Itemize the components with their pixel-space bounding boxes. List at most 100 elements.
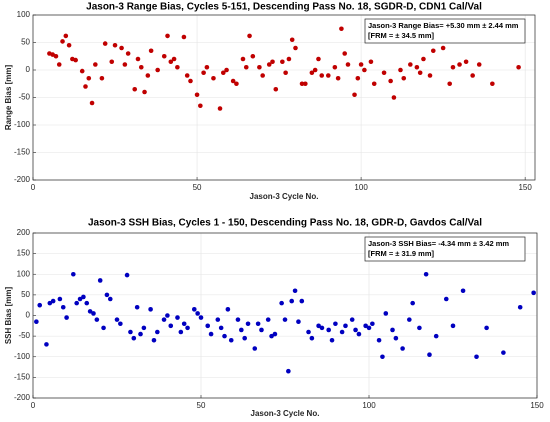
point xyxy=(195,311,200,316)
y-tick-label: -50 xyxy=(18,331,30,340)
point xyxy=(188,78,193,84)
point xyxy=(135,56,141,62)
point xyxy=(417,70,423,76)
point xyxy=(269,333,274,339)
point xyxy=(175,64,180,70)
point xyxy=(47,300,53,306)
chart-title: Jason-3 SSH Bias, Cycles 1 - 150, Descen… xyxy=(88,218,482,229)
point xyxy=(355,75,361,81)
point xyxy=(476,62,482,67)
y-tick-label: 50 xyxy=(21,38,30,47)
point xyxy=(63,33,69,39)
point xyxy=(417,325,422,331)
annotation: [FRM = ± 31.9 mm] xyxy=(368,249,435,258)
point xyxy=(391,95,397,100)
point xyxy=(383,311,389,316)
x-axis-label: Jason-3 Cycle No. xyxy=(251,409,320,418)
point xyxy=(84,300,90,306)
point xyxy=(279,300,284,306)
point xyxy=(161,317,167,322)
point xyxy=(208,331,214,337)
point xyxy=(370,321,375,327)
point xyxy=(381,70,387,76)
point xyxy=(325,73,331,78)
point xyxy=(64,315,69,320)
point xyxy=(270,59,275,65)
point xyxy=(247,33,252,39)
point xyxy=(443,296,449,302)
x-tick-label: 50 xyxy=(197,401,206,410)
point xyxy=(138,64,144,70)
point xyxy=(191,307,197,312)
point xyxy=(356,331,362,337)
point xyxy=(427,352,432,357)
point xyxy=(380,354,385,360)
point xyxy=(112,42,118,48)
point xyxy=(77,296,83,302)
point xyxy=(155,329,160,335)
point xyxy=(109,59,115,65)
point xyxy=(273,86,279,92)
y-tick-label: -100 xyxy=(14,352,31,361)
point xyxy=(501,350,506,355)
x-tick-label: 150 xyxy=(518,183,532,192)
point xyxy=(224,67,229,73)
point xyxy=(128,329,133,335)
point xyxy=(343,323,348,329)
point xyxy=(349,317,355,322)
point xyxy=(145,73,151,78)
point xyxy=(184,73,190,78)
point xyxy=(215,317,221,322)
point xyxy=(101,325,106,331)
point xyxy=(181,321,187,327)
y-tick-label: -50 xyxy=(18,93,30,102)
x-tick-label: 0 xyxy=(31,401,36,410)
point xyxy=(107,296,113,302)
point xyxy=(272,331,278,337)
y-tick-label: -200 xyxy=(14,393,31,402)
point xyxy=(450,64,456,70)
point xyxy=(81,294,86,300)
point xyxy=(93,62,98,67)
point xyxy=(87,309,93,314)
point xyxy=(430,48,436,54)
point xyxy=(230,78,236,84)
point xyxy=(292,288,298,294)
point xyxy=(259,327,264,333)
point xyxy=(181,34,187,40)
point xyxy=(423,271,429,277)
point xyxy=(352,92,357,98)
point xyxy=(289,298,295,304)
point xyxy=(239,327,244,333)
point xyxy=(86,75,92,81)
point xyxy=(161,53,167,59)
point xyxy=(353,327,358,333)
point xyxy=(142,89,147,95)
point xyxy=(407,317,412,322)
point xyxy=(460,288,466,294)
point xyxy=(333,321,338,327)
point xyxy=(198,103,203,109)
point xyxy=(280,59,285,65)
point xyxy=(34,319,39,324)
point xyxy=(463,59,469,65)
y-tick-label: 0 xyxy=(26,311,31,320)
point xyxy=(286,56,292,62)
point xyxy=(201,70,206,76)
point xyxy=(470,73,475,78)
point xyxy=(335,75,341,81)
x-tick-label: 0 xyxy=(31,183,36,192)
point xyxy=(289,37,295,43)
point xyxy=(122,62,128,67)
annotation-box xyxy=(364,18,526,44)
point xyxy=(371,81,377,87)
point xyxy=(319,73,325,78)
y-tick-label: -150 xyxy=(14,148,31,157)
y-axis-label: Range Bias [mm] xyxy=(4,64,13,130)
point xyxy=(457,62,462,67)
point xyxy=(450,323,456,329)
point xyxy=(332,64,338,70)
point xyxy=(282,317,288,322)
x-tick-label: 100 xyxy=(354,183,368,192)
annotation: Jason-3 Range Bias= +5.30 mm ± 2.44 mm xyxy=(368,21,519,30)
